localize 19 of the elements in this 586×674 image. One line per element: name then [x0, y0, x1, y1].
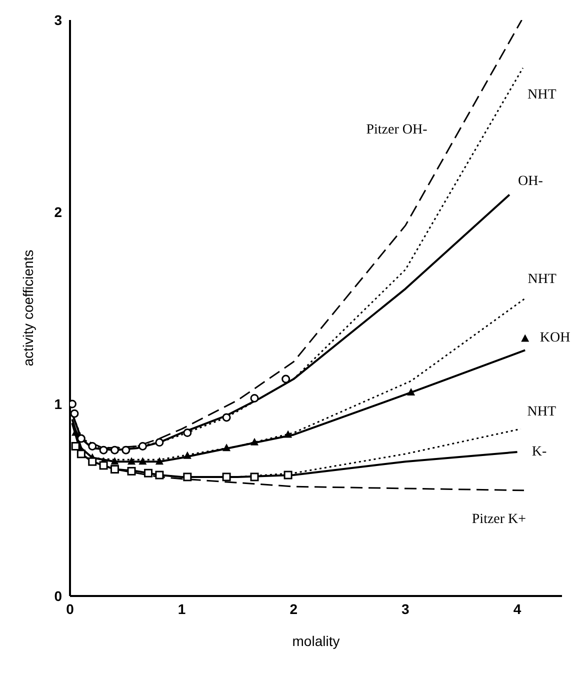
y-tick-label: 2 — [54, 204, 62, 220]
x-tick-label: 3 — [402, 600, 410, 617]
x-tick-label: 1 — [178, 600, 186, 617]
y-tick-label: 3 — [54, 12, 62, 28]
y-tick-label: 0 — [54, 588, 62, 604]
x-tick-label: 0 — [66, 600, 74, 617]
x-tick-label: 4 — [513, 600, 522, 617]
x-axis-title: molality — [292, 633, 340, 649]
series-label: K- — [532, 444, 547, 460]
series-label: KOH — [540, 330, 570, 346]
series-label: NHT — [528, 272, 557, 287]
series-label: NHT — [527, 88, 557, 102]
series-label: Pitzer OH- — [366, 122, 428, 138]
y-axis-title: activity coefficients — [20, 250, 36, 366]
series-label: Pitzer K+ — [472, 512, 526, 527]
series-label: OH- — [518, 174, 544, 190]
x-tick-label: 2 — [290, 600, 298, 617]
y-tick-label: 1 — [54, 396, 62, 412]
series-label: NHT — [527, 404, 556, 420]
